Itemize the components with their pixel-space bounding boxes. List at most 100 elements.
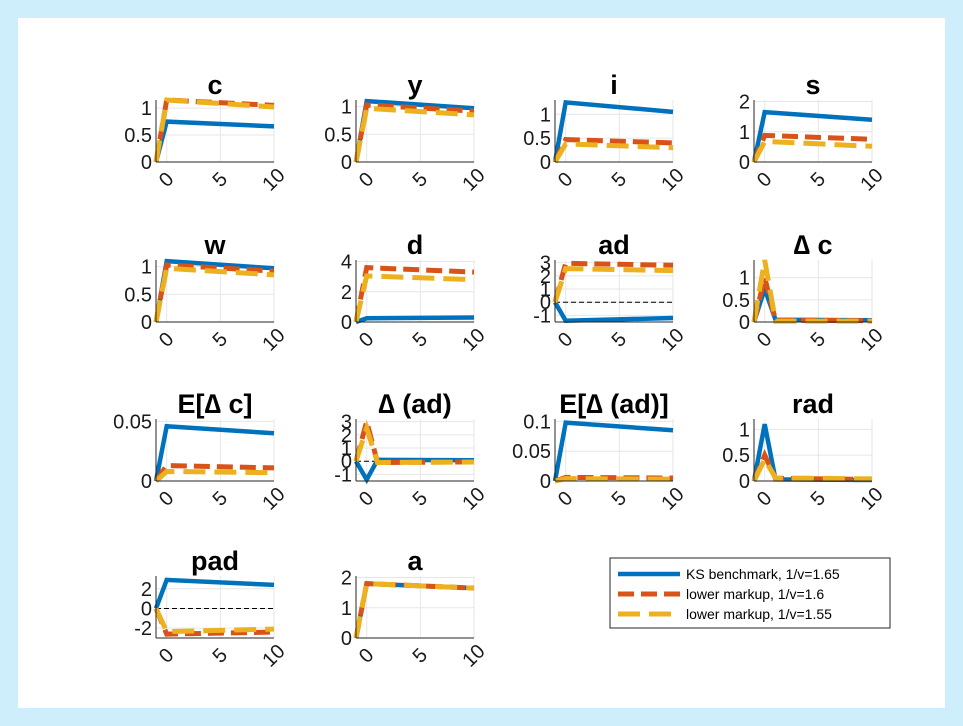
y-tick-label: 2 <box>341 282 352 304</box>
series-line-3 <box>153 265 275 323</box>
panel-title: i <box>610 70 618 100</box>
series-line-1 <box>552 99 674 163</box>
panel-2: 00.510 5 10y <box>324 70 489 196</box>
series-line-3 <box>153 97 275 163</box>
series-line-2 <box>353 102 475 163</box>
x-tick-label: 0 <box>753 487 776 510</box>
series-line-2 <box>353 265 475 323</box>
panel-title: E[∆ (ad)] <box>559 389 669 419</box>
y-tick-label: 2 <box>141 579 152 601</box>
y-tick-label: 0 <box>739 312 750 334</box>
y-tick-label: 0 <box>141 312 152 334</box>
x-tick-label: 5 <box>807 487 830 510</box>
legend-label-3: lower markup, 1/v=1.55 <box>686 606 832 622</box>
x-tick-label: 5 <box>608 328 631 351</box>
x-tick-label: 5 <box>209 487 232 510</box>
series-line-3 <box>353 581 475 639</box>
panel-9: 0 0.05 0 5 10 E[∆ c] <box>113 389 290 515</box>
y-tick-label: 0.5 <box>124 125 152 147</box>
panel-title: d <box>407 230 424 260</box>
y-tick-label: 1 <box>739 122 750 144</box>
y-tick-label: 1 <box>341 598 352 620</box>
series-line-1 <box>153 577 275 610</box>
x-tick-label: 0 <box>554 168 577 191</box>
x-tick-label: 10 <box>458 164 489 195</box>
panel-1: 00.510 5 10c <box>124 70 289 196</box>
x-tick-label: 10 <box>258 483 289 514</box>
y-tick-label: 0 <box>341 312 352 334</box>
series-line-1 <box>355 315 475 325</box>
series-line-1 <box>354 457 475 485</box>
x-tick-label: 10 <box>657 483 688 514</box>
legend-label-1: KS benchmark, 1/v=1.65 <box>686 566 840 582</box>
panel-3: 00.510 5 10i <box>523 70 688 196</box>
series-line-3 <box>552 141 674 164</box>
series-line-2 <box>751 132 873 163</box>
series-line-1 <box>353 581 475 639</box>
y-tick-label: 0.5 <box>124 284 152 306</box>
series-line-1 <box>751 109 873 163</box>
x-tick-label: 5 <box>608 487 631 510</box>
y-tick-label: 0 <box>141 598 152 620</box>
y-tick-label: 4 <box>341 252 352 274</box>
x-tick-label: 5 <box>409 168 432 191</box>
x-tick-label: 10 <box>458 324 489 355</box>
panel-title: ∆ c <box>793 230 832 260</box>
x-tick-label: 10 <box>258 324 289 355</box>
y-tick-label: 0 <box>739 471 750 493</box>
series-line-3 <box>552 266 674 303</box>
y-tick-label: 3 <box>540 253 551 275</box>
x-tick-label: 0 <box>554 487 577 510</box>
x-tick-label: 0 <box>155 168 178 191</box>
series-line-3 <box>353 105 475 163</box>
y-tick-label: 0 <box>540 471 551 493</box>
x-tick-label: 5 <box>807 168 830 191</box>
series-line-2 <box>153 97 275 163</box>
y-tick-label: 2 <box>341 425 352 447</box>
y-tick-label: 1 <box>141 98 152 120</box>
x-tick-label: 10 <box>458 640 489 671</box>
x-tick-label: 10 <box>856 324 887 355</box>
series-line-3 <box>751 454 873 483</box>
y-tick-label: 0.05 <box>512 441 551 463</box>
y-tick-label: 1 <box>739 268 750 290</box>
panel-4: 0 1 2 0 5 10 s <box>739 70 888 196</box>
y-tick-label: 0 <box>341 628 352 650</box>
panel-title: a <box>407 546 423 576</box>
x-tick-label: 5 <box>409 644 432 667</box>
x-tick-label: 0 <box>753 328 776 351</box>
legend-label-2: lower markup, 1/v=1.6 <box>686 586 824 602</box>
y-tick-label: -2 <box>134 618 152 640</box>
panel-6: 0 2 4 0 5 10 d <box>341 230 490 356</box>
x-tick-label: 0 <box>355 168 378 191</box>
panel-title: ∆ (ad) <box>378 389 452 419</box>
panel-title: y <box>407 70 422 100</box>
y-tick-label: 0 <box>739 152 750 174</box>
y-tick-label: 0.05 <box>113 411 152 433</box>
x-tick-label: 0 <box>355 328 378 351</box>
y-tick-label: 1 <box>540 104 551 126</box>
series-line-2 <box>153 262 275 323</box>
x-tick-label: 0 <box>355 487 378 510</box>
x-tick-label: 0 <box>155 328 178 351</box>
panel-11: 0 0.05 0.1 0 5 10 E[∆ (ad)] <box>512 389 689 515</box>
x-tick-label: 10 <box>657 164 688 195</box>
series-line-3 <box>353 419 475 466</box>
panel-title: c <box>207 70 222 100</box>
panel-8: 00.510 5 10∆ c <box>722 230 887 356</box>
series-line-1 <box>153 119 275 163</box>
x-tick-label: 0 <box>355 644 378 667</box>
series-line-3 <box>353 273 475 323</box>
y-tick-label: 2 <box>540 266 551 288</box>
x-tick-label: 0 <box>753 168 776 191</box>
x-tick-label: 10 <box>856 164 887 195</box>
y-tick-label: 1 <box>739 419 750 441</box>
series-line-3 <box>554 476 674 484</box>
series-line-3 <box>153 607 275 635</box>
panel-14: 0 1 2 0 5 10 a <box>341 546 490 672</box>
y-tick-label: 0 <box>341 152 352 174</box>
y-tick-label: 0 <box>141 471 152 493</box>
